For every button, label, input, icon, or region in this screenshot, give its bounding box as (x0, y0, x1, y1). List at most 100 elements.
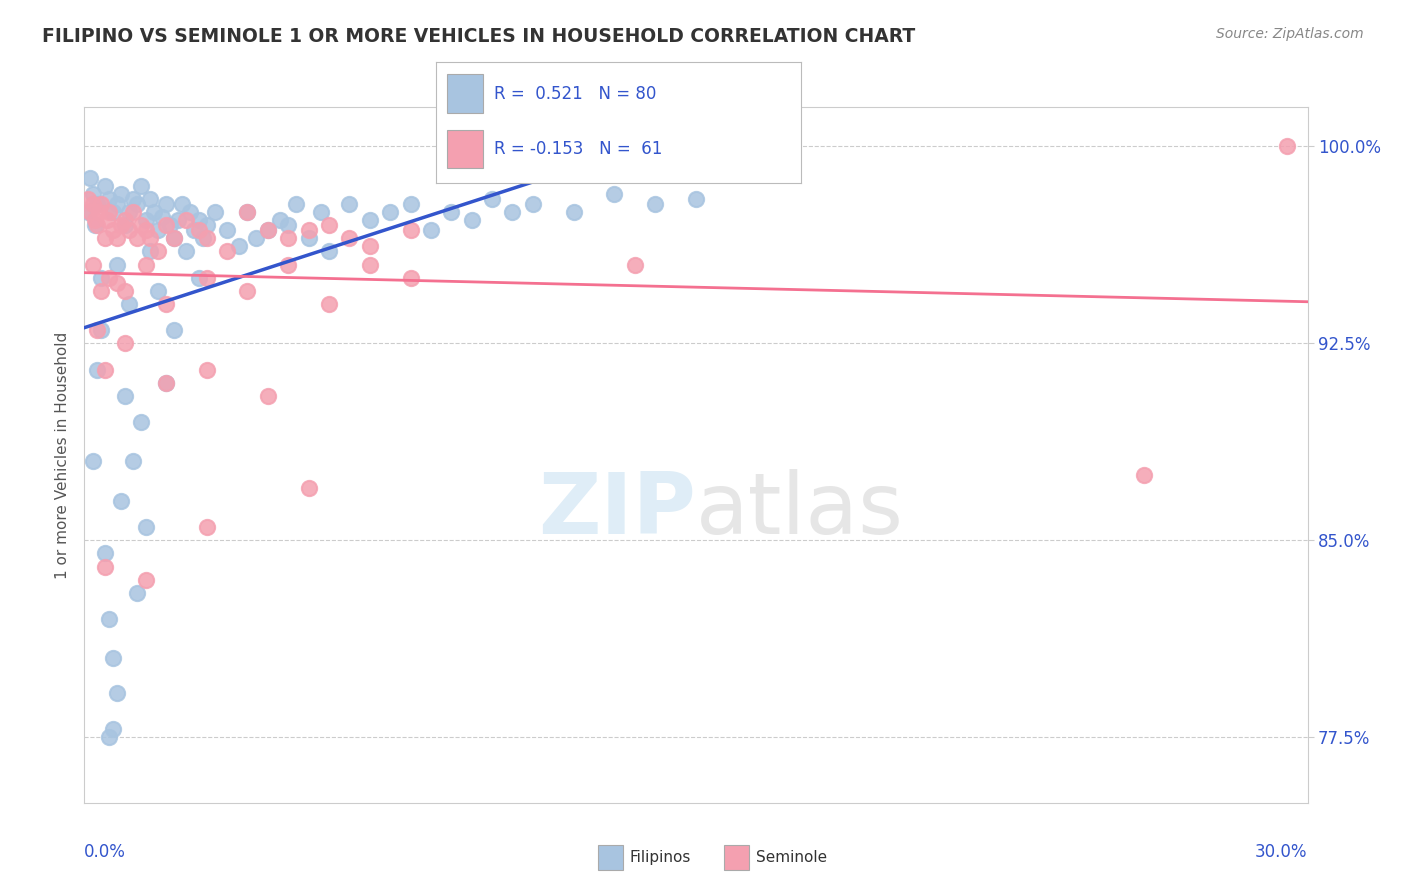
Point (135, 520, 157, 534)
Point (155, 376, 177, 390)
Point (146, 284, 169, 298)
Point (97, 270, 120, 285)
Point (97, 205, 120, 219)
Point (138, 192, 160, 206)
Text: R =  0.521   N = 80: R = 0.521 N = 80 (495, 85, 657, 103)
Point (359, 239, 381, 253)
Point (105, 231, 128, 245)
Point (135, 213, 157, 227)
Point (82, 258, 104, 272)
Point (82, 197, 104, 211)
Point (118, 205, 141, 219)
Point (195, 362, 218, 376)
Point (79, 205, 101, 219)
Point (644, 197, 666, 211)
Point (163, 323, 186, 337)
Point (135, 258, 157, 272)
Point (93, 546, 115, 560)
Point (114, 389, 136, 403)
Point (87, 205, 110, 219)
Point (277, 231, 299, 245)
Point (359, 258, 381, 272)
Point (83, 213, 105, 227)
Point (101, 205, 124, 219)
Point (339, 197, 360, 211)
Point (150, 211, 173, 225)
Text: Seminole: Seminole (756, 850, 828, 864)
Point (217, 244, 239, 259)
Point (277, 218, 299, 232)
Point (318, 244, 340, 259)
Point (155, 297, 177, 311)
Point (1277, 139, 1299, 153)
Y-axis label: 1 or more Vehicles in Household: 1 or more Vehicles in Household (55, 331, 70, 579)
Point (138, 231, 160, 245)
Point (131, 415, 153, 429)
Point (359, 213, 381, 227)
Point (90, 284, 112, 298)
Point (93, 362, 115, 376)
Point (79, 170, 101, 185)
Text: ZIP: ZIP (538, 469, 696, 552)
Text: Source: ZipAtlas.com: Source: ZipAtlas.com (1216, 27, 1364, 41)
Point (135, 573, 157, 587)
Point (90, 197, 112, 211)
Point (624, 258, 647, 272)
Point (187, 213, 209, 227)
Text: FILIPINO VS SEMINOLE 1 OR MORE VEHICLES IN HOUSEHOLD CORRELATION CHART: FILIPINO VS SEMINOLE 1 OR MORE VEHICLES … (42, 27, 915, 45)
Point (217, 223, 239, 237)
Text: Filipinos: Filipinos (630, 850, 692, 864)
Point (97, 192, 120, 206)
Point (522, 197, 544, 211)
Point (77, 205, 100, 219)
Point (105, 685, 128, 699)
Point (155, 376, 177, 390)
Point (179, 205, 201, 219)
Point (257, 223, 280, 237)
Point (339, 231, 360, 245)
Point (105, 258, 128, 272)
Point (195, 218, 218, 232)
Point (86, 362, 108, 376)
Point (174, 244, 197, 259)
Point (187, 270, 209, 285)
Point (187, 223, 209, 237)
Point (86, 197, 108, 211)
Point (228, 239, 250, 253)
Point (118, 223, 141, 237)
Point (318, 218, 340, 232)
Point (110, 186, 132, 201)
Point (105, 276, 128, 290)
Point (155, 218, 177, 232)
Point (114, 213, 136, 227)
Point (122, 192, 145, 206)
Point (163, 231, 186, 245)
Bar (447, 75, 484, 113)
Point (236, 284, 259, 298)
Point (86, 218, 108, 232)
Point (257, 223, 280, 237)
Point (195, 270, 218, 285)
Point (603, 186, 626, 201)
Point (191, 231, 214, 245)
Point (96, 213, 118, 227)
Point (204, 205, 226, 219)
Bar (447, 130, 484, 169)
Point (399, 270, 422, 285)
Point (236, 205, 259, 219)
Point (135, 223, 157, 237)
Point (172, 197, 194, 211)
Point (114, 218, 136, 232)
Point (399, 223, 422, 237)
Point (420, 223, 443, 237)
Point (1133, 467, 1156, 482)
Point (461, 213, 484, 227)
Point (159, 218, 181, 232)
Point (257, 389, 280, 403)
Point (105, 197, 128, 211)
Point (183, 223, 205, 237)
Point (118, 297, 141, 311)
Point (86, 323, 108, 337)
Point (82, 186, 104, 201)
Point (236, 205, 259, 219)
